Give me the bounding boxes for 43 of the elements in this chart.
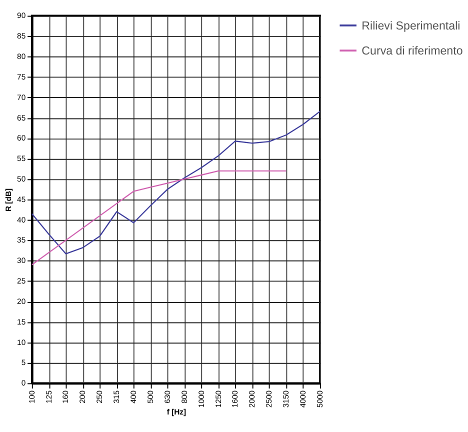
y-tick-label: 60	[17, 134, 26, 143]
y-tick-label: 65	[17, 113, 26, 122]
y-tick-label: 15	[17, 317, 26, 326]
x-tick-label: 4000	[298, 390, 308, 408]
x-tick-label: 100	[27, 390, 36, 404]
x-tick-label: 1250	[214, 390, 223, 408]
x-tick-label: 3150	[282, 390, 291, 408]
x-tick-label: 315	[112, 390, 122, 404]
x-tick-label: 160	[61, 390, 70, 404]
x-axis-title: f [Hz]	[166, 407, 187, 416]
y-tick-label: 35	[17, 236, 26, 245]
x-tick-label: 630	[162, 390, 172, 404]
y-tick-label: 85	[17, 32, 26, 41]
legend-label: Curva di riferimento	[362, 44, 463, 58]
line-series	[31, 170, 287, 266]
x-tick-label: 5000	[315, 390, 324, 408]
y-tick-label: 70	[17, 92, 26, 102]
y-axis-title: R [dB]	[4, 188, 14, 212]
line-series	[31, 110, 321, 254]
y-tick-label: 30	[17, 256, 26, 266]
x-tick-label: 2000	[248, 390, 257, 408]
y-tick-label: 45	[17, 194, 26, 204]
x-tick-label: 250	[95, 390, 104, 404]
y-tick-label: 10	[17, 338, 26, 347]
y-tick-label: 5	[21, 358, 26, 368]
y-tick-label: 80	[17, 52, 26, 62]
x-tick-label: 200	[78, 390, 88, 404]
x-tick-label: 2500	[264, 390, 274, 408]
y-tick-label: 0	[21, 378, 26, 388]
x-tick-label: 1000	[196, 390, 206, 408]
y-tick-label: 40	[17, 215, 26, 224]
x-tick-label: 1600	[230, 390, 240, 408]
y-tick-label: 20	[17, 296, 26, 306]
y-tick-label: 90	[17, 11, 26, 20]
y-tick-label: 55	[17, 154, 26, 164]
y-tick-label: 25	[17, 276, 26, 286]
x-tick-label: 400	[129, 390, 138, 404]
x-tick-label: 125	[44, 390, 54, 404]
y-tick-label: 75	[17, 72, 26, 82]
x-tick-label: 800	[180, 390, 189, 404]
y-tick-label: 50	[17, 174, 26, 184]
x-tick-label: 500	[146, 390, 155, 404]
legend-label: Rilievi Sperimentali	[362, 19, 460, 32]
